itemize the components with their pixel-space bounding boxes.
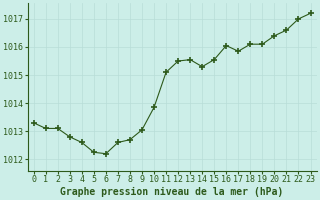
X-axis label: Graphe pression niveau de la mer (hPa): Graphe pression niveau de la mer (hPa) <box>60 186 284 197</box>
